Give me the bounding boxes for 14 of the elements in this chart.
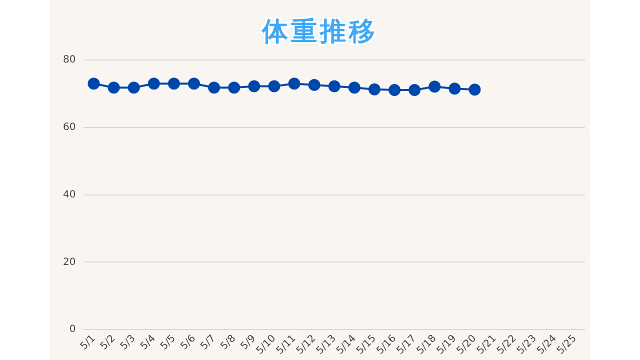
x-tick-label: 5/1: [78, 333, 98, 352]
y-tick-label: 20: [62, 256, 76, 268]
x-tick-label: 5/3: [118, 333, 138, 352]
x-tick-label: 5/5: [158, 333, 178, 352]
x-tick-label: 5/8: [218, 333, 238, 352]
y-tick-label: 0: [69, 324, 76, 336]
y-tick-label: 80: [62, 54, 76, 66]
x-tick-label: 5/2: [98, 333, 118, 352]
y-tick-label: 60: [62, 122, 76, 134]
chart-title: 体重推移: [260, 16, 379, 49]
y-tick-label: 40: [62, 189, 76, 200]
x-tick-label: 5/7: [198, 333, 218, 352]
x-tick-label: 5/6: [178, 333, 198, 352]
x-tick-label: 5/4: [138, 333, 158, 352]
